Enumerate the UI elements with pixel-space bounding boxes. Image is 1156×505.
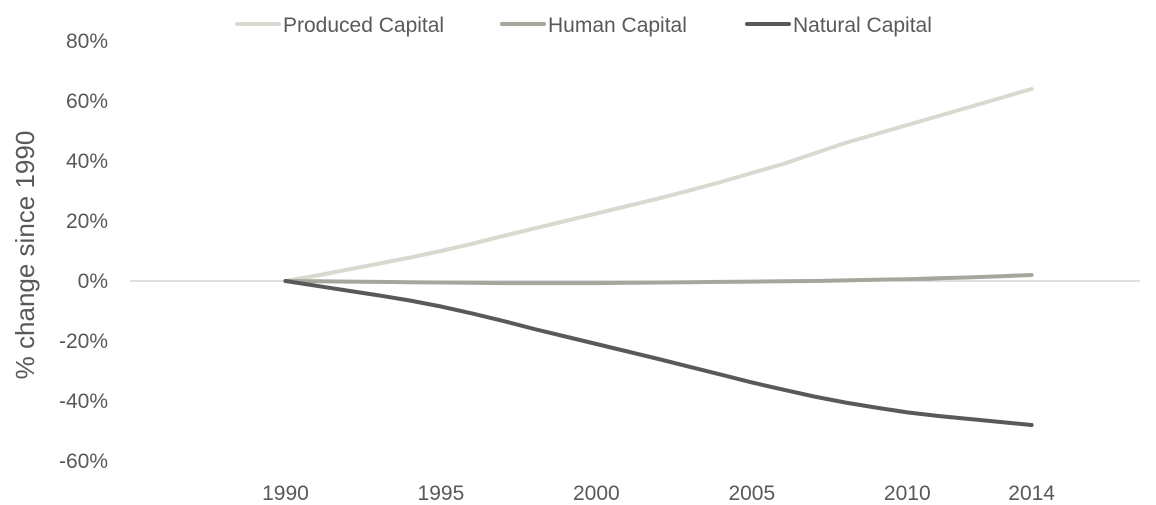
legend-label-natural-capital: Natural Capital [793, 14, 932, 37]
x-tick-label: 2010 [884, 482, 931, 505]
y-tick-label: -60% [59, 450, 108, 473]
y-axis-title: % change since 1990 [10, 131, 40, 380]
series-group [283, 87, 1034, 427]
y-axis: 80% 60% 40% 20% 0% -20% -40% -60% [59, 30, 108, 473]
series-line-human-capital [283, 273, 1034, 286]
y-tick-label: 60% [66, 90, 108, 113]
x-tick-label: 1990 [262, 482, 309, 505]
x-axis: 1990 1995 2000 2005 2010 2014 [262, 482, 1055, 505]
series-line-natural-capital [283, 279, 1034, 427]
x-tick-label: 2014 [1008, 482, 1055, 505]
y-tick-label: 20% [66, 210, 108, 233]
legend-label-human-capital: Human Capital [548, 14, 687, 37]
series-line-produced-capital [283, 87, 1034, 283]
y-tick-label: 80% [66, 30, 108, 53]
legend: Produced Capital Human Capital Natural Cap… [235, 14, 932, 37]
y-tick-label: 40% [66, 150, 108, 173]
y-tick-label: -20% [59, 330, 108, 353]
legend-label-produced-capital: Produced Capital [283, 14, 444, 37]
y-tick-label: -40% [59, 390, 108, 413]
x-tick-label: 2000 [573, 482, 620, 505]
x-tick-label: 2005 [728, 482, 775, 505]
y-tick-label: 0% [78, 270, 108, 293]
x-tick-label: 1995 [418, 482, 465, 505]
